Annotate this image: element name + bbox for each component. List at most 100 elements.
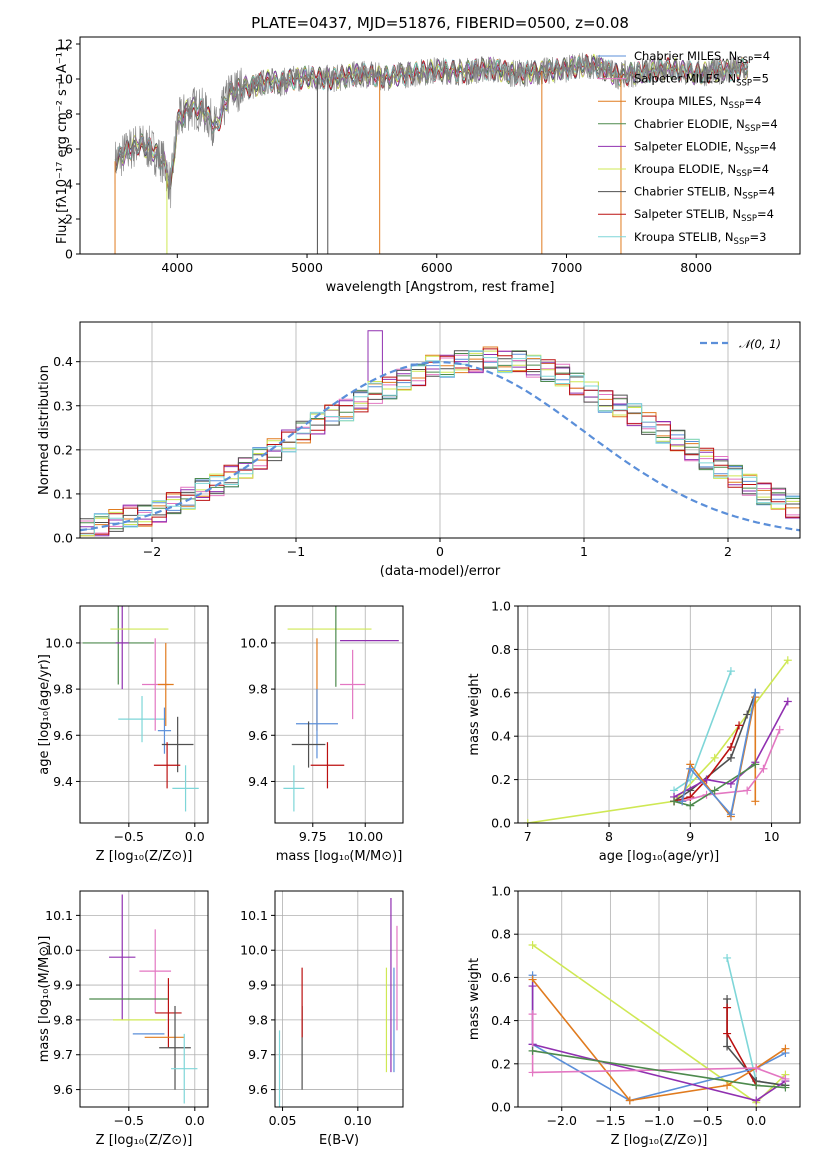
x-tick-label: 8 [605, 829, 613, 844]
x-tick-label: 4000 [161, 260, 193, 275]
panel-3: −0.5 0.0 9.4 9.6 9.8 10.0 Z [log₁₀(Z/Z⊙)] age [… [37, 605, 209, 864]
axes-frame [517, 890, 801, 1108]
x-tick-label: 7 [524, 829, 532, 844]
x-axis-label: Z [log₁₀(Z/Z⊙)] [96, 849, 193, 864]
mass-weight-marker [726, 753, 735, 762]
mass-weight-marker [710, 786, 719, 795]
panel-8: −2.0 −1.5 −1.0 −0.5 0.0 0.0 0.2 0.4 0.6 0.8 1.0 Z [… [467, 884, 801, 1148]
mass-weight-marker [751, 688, 760, 697]
mass-weight-marker [528, 1010, 537, 1019]
y-tick-label: 9.4 [53, 774, 73, 789]
x-tick-label: 0 [436, 544, 444, 559]
mass-weight-marker [678, 797, 687, 806]
mass-weight-marker [726, 667, 735, 676]
y-tick-label: 0.4 [491, 1013, 511, 1028]
normal-reference-curve [80, 360, 800, 532]
panel-7: 0.05 0.10 9.6 9.7 9.8 9.9 10.0 10.1 E(B-V) [240, 890, 404, 1148]
mass-weight-marker [723, 1042, 732, 1051]
y-tick-label: 10.0 [240, 943, 268, 958]
y-tick-label: 9.9 [248, 978, 268, 993]
residual-histogram [80, 350, 800, 535]
mass-weight-marker [625, 1096, 634, 1105]
y-tick-label: 10.0 [45, 943, 73, 958]
x-tick-label: −2.0 [547, 1113, 577, 1128]
mass-weight-marker [759, 764, 768, 773]
legend-entry: Salpeter MILES, NSSP=5 [634, 72, 769, 89]
x-tick-label: 8000 [680, 260, 712, 275]
x-tick-label: 2 [724, 544, 732, 559]
mass-weight-marker [751, 797, 760, 806]
x-tick-label: −2 [143, 544, 161, 559]
y-tick-label: 4 [65, 177, 73, 192]
panel-6: −0.5 0.0 9.6 9.7 9.8 9.9 10.0 10.1 Z [log₁₀(Z/Z⊙… [37, 890, 209, 1148]
x-tick-label: 0.0 [746, 1113, 766, 1128]
x-tick-label: −1 [287, 544, 305, 559]
mass-weight-marker [528, 941, 537, 949]
mass-weight-marker [726, 810, 735, 819]
plot-area [523, 656, 792, 823]
mass-weight-marker [752, 1064, 761, 1073]
y-tick-label: 10 [57, 72, 73, 87]
legend-entry: Chabrier MILES, NSSP=4 [634, 49, 770, 66]
x-axis-label: (data-model)/error [380, 564, 501, 579]
y-tick-label: 9.8 [248, 682, 268, 697]
residual-histogram [80, 348, 800, 535]
mass-weight-marker [670, 797, 679, 806]
y-tick-label: 1.0 [491, 884, 511, 899]
y-tick-label: 0.6 [491, 970, 511, 985]
mass-weight-marker [723, 995, 732, 1003]
mass-weight-line [673, 670, 732, 792]
x-tick-label: −1.0 [644, 1113, 674, 1128]
legend-entry: 𝒩(0, 1) [739, 337, 781, 351]
plot-area [82, 606, 199, 812]
y-tick-label: 0 [65, 247, 73, 262]
y-tick-label: 10.0 [45, 635, 73, 650]
mass-weight-line [527, 659, 789, 823]
mass-weight-marker [726, 743, 735, 752]
x-axis-label: Z [log₁₀(Z/Z⊙)] [96, 1133, 193, 1148]
x-tick-label: 0.0 [185, 829, 205, 844]
legend-entry: Salpeter STELIB, NSSP=4 [634, 207, 774, 224]
y-tick-label: 9.7 [248, 1047, 268, 1062]
mass-weight-marker [710, 753, 719, 762]
x-tick-label: 0.10 [344, 1113, 372, 1128]
x-axis-label: E(B-V) [319, 1133, 359, 1148]
y-tick-label: 0.8 [491, 927, 511, 942]
x-tick-label: 7000 [551, 260, 583, 275]
x-tick-label: −1.5 [595, 1113, 625, 1128]
y-tick-label: 0.0 [491, 1100, 511, 1115]
y-axis-label: Normed distribution [37, 365, 52, 495]
y-tick-label: 9.6 [53, 728, 73, 743]
chart-title: PLATE=0437, MJD=51876, FIBERID=0500, z=0… [251, 14, 629, 32]
mass-weight-marker [752, 1096, 761, 1105]
x-tick-label: 6000 [421, 260, 453, 275]
mass-weight-marker [726, 779, 735, 788]
mass-weight-marker [751, 760, 760, 769]
y-tick-label: 0.0 [491, 816, 511, 831]
plot-area [283, 606, 399, 812]
mass-weight-marker [702, 775, 711, 784]
mass-weight-marker [783, 656, 792, 665]
y-tick-label: 10.1 [45, 908, 73, 923]
y-tick-label: 9.6 [53, 1082, 73, 1097]
legend-entry: Kroupa MILES, NSSP=4 [634, 94, 761, 111]
plot-area [528, 941, 790, 1107]
y-tick-label: 0.4 [491, 729, 511, 744]
y-tick-label: 0.8 [491, 642, 511, 657]
model-spectrum-line [114, 56, 749, 182]
mass-weight-marker [775, 725, 784, 734]
mass-weight-marker [743, 710, 752, 719]
mass-weight-marker [528, 1046, 537, 1055]
mass-weight-marker [723, 1081, 732, 1090]
x-tick-label: 10.00 [347, 829, 383, 844]
mass-weight-marker [686, 764, 695, 773]
y-tick-label: 0.2 [491, 1056, 511, 1071]
axes-frame [79, 890, 209, 1108]
y-tick-label: 6 [65, 142, 73, 157]
y-axis-label: mass weight [467, 958, 482, 1040]
y-tick-label: 0.4 [53, 354, 73, 369]
axes-frame [517, 605, 801, 824]
legend-entry: Chabrier ELODIE, NSSP=4 [634, 117, 778, 134]
y-tick-label: 2 [65, 212, 73, 227]
